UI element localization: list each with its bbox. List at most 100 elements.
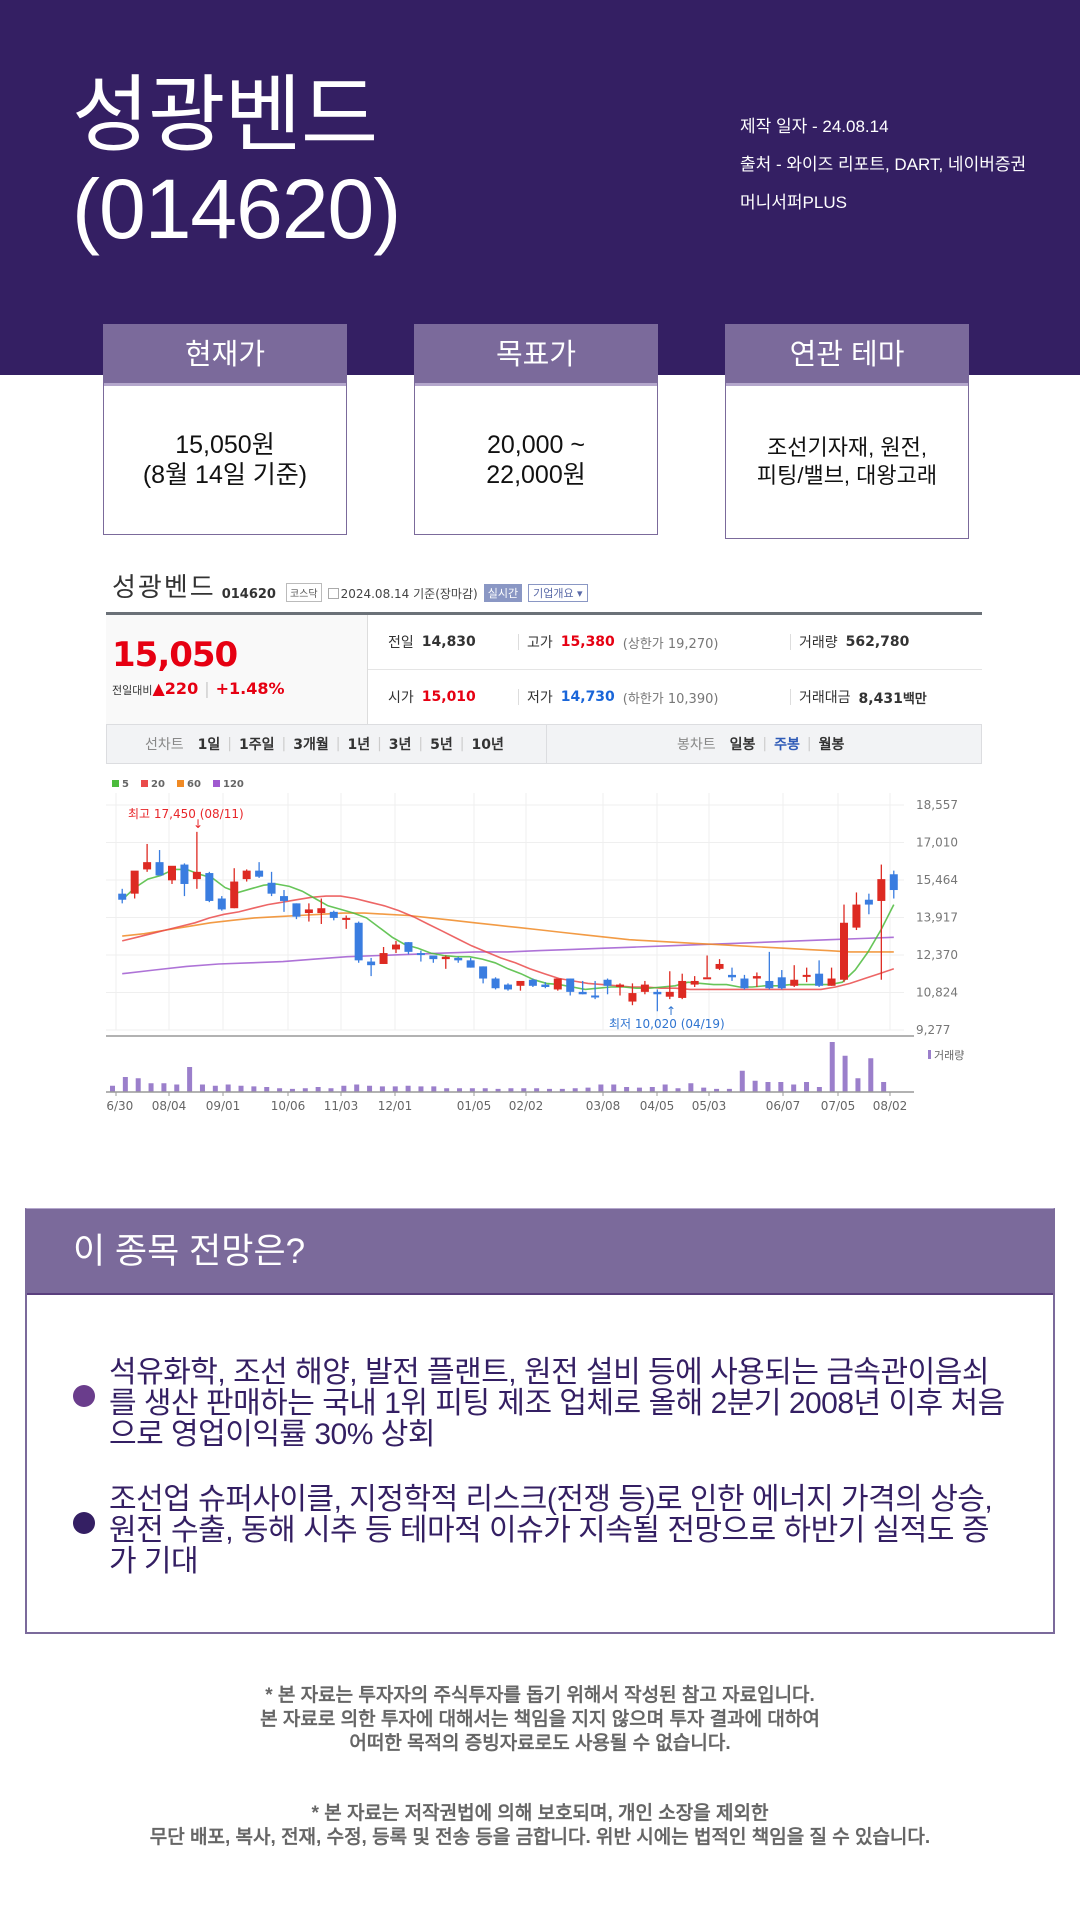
card-label: 연관 테마 — [726, 325, 968, 386]
copyright-notice: * 본 자료는 저작권법에 의해 보호되며, 개인 소장을 제외한 무단 배포,… — [149, 1803, 931, 1848]
line-period-5[interactable]: 5년 — [430, 737, 453, 753]
svg-text:07/05: 07/05 — [821, 1099, 856, 1113]
prev-close-value: 14,830 — [421, 634, 476, 650]
svg-text:08/02: 08/02 — [873, 1099, 908, 1113]
svg-text:20: 20 — [151, 779, 165, 790]
line-period-6[interactable]: 10년 — [471, 737, 504, 753]
related-theme-card: 연관 테마 조선기자재, 원전, 피팅/밸브, 대왕고래 — [725, 324, 969, 539]
svg-text:12/01: 12/01 — [378, 1099, 413, 1113]
change-percent: +1.48% — [215, 679, 285, 698]
realtime-button[interactable]: 실시간 — [483, 584, 523, 602]
divider: | — [806, 736, 812, 752]
divider: | — [377, 736, 382, 752]
trade-amount-value: 8,431백만 — [858, 690, 927, 707]
quote-details: 전일 14,830 고가 15,380 (상한가 19,270) 거래량 562,780… — [368, 615, 982, 724]
line-period-0[interactable]: 1일 — [197, 737, 221, 753]
svg-text:↑: ↑ — [666, 1004, 676, 1018]
outlook-panel: 이 종목 전망은? 석유화학, 조선 해양, 발전 플랜트, 원전 설비 등에 … — [25, 1208, 1055, 1634]
line-period-3[interactable]: 1년 — [347, 737, 371, 753]
svg-text:09/01: 09/01 — [206, 1099, 241, 1113]
upper-limit: (상한가 19,270) — [622, 636, 719, 652]
line-period-4[interactable]: 3년 — [388, 737, 412, 753]
company-code: (014620) — [72, 162, 401, 256]
svg-text:12,370: 12,370 — [916, 948, 958, 962]
open-label: 시가 — [388, 690, 414, 706]
card-label: 현재가 — [104, 325, 346, 386]
outlook-title: 이 종목 전망은? — [27, 1209, 1053, 1295]
svg-text:10/06: 10/06 — [271, 1099, 306, 1113]
trade-amount-label: 거래대금 — [799, 690, 851, 706]
svg-text:06/30: 06/30 — [106, 1099, 133, 1113]
svg-text:거래량: 거래량 — [934, 1049, 964, 1062]
line-chart-label: 선차트 — [145, 737, 184, 753]
card-label: 목표가 — [415, 325, 657, 386]
source: 출처 - 와이즈 리포트, DART, 네이버증권 — [740, 155, 1027, 174]
change-amount: 220 — [164, 679, 199, 698]
svg-text:06/07: 06/07 — [766, 1099, 801, 1113]
chart-canvas: 5 20 60 120 18,557 17,010 15,464 13,917 12,370 10… — [106, 779, 964, 1113]
candle-period-1[interactable]: 주봉 — [774, 737, 800, 753]
divider: | — [335, 736, 341, 752]
price-summary: 15,050 전일대비▲220 | +1.48% — [106, 615, 368, 724]
publisher: 머니서퍼PLUS — [740, 193, 847, 212]
low-value: 14,730 — [560, 689, 615, 705]
divider: | — [418, 736, 424, 752]
candle-chart-periods: 봉차트 일봉 | 주봉 | 월봉 — [547, 725, 981, 763]
svg-text:11/03: 11/03 — [324, 1099, 359, 1113]
prev-close-label: 전일 — [388, 635, 414, 651]
svg-text:05/03: 05/03 — [692, 1099, 727, 1113]
svg-text:9,277: 9,277 — [916, 1023, 950, 1037]
stock-quote-widget: 성광벤드 014620 코스닥 2024.08.14 기준(장마감) 실시간 기… — [106, 568, 982, 1158]
svg-text:02/02: 02/02 — [509, 1099, 544, 1113]
bullet-text: 석유화학, 조선 해양, 발전 플랜트, 원전 설비 등에 사용되는 금속관이음… — [109, 1356, 1005, 1451]
investment-disclaimer: * 본 자료는 투자자의 주식투자를 돕기 위해서 작성된 참고 자료입니다. … — [260, 1685, 820, 1754]
calendar-icon — [327, 588, 339, 599]
candle-period-0[interactable]: 일봉 — [729, 737, 756, 753]
volume-value: 562,780 — [845, 634, 910, 650]
high-value: 15,380 — [560, 634, 615, 650]
volume-label: 거래량 — [799, 635, 838, 651]
company-name: 성광벤드 — [72, 68, 378, 162]
high-label: 고가 — [527, 635, 553, 651]
svg-text:04/05: 04/05 — [640, 1099, 675, 1113]
stock-code: 014620 — [221, 587, 276, 602]
quote-date: 2024.08.14 기준(장마감) — [327, 585, 478, 602]
change-label: 전일대비 — [112, 684, 153, 697]
svg-text:18,557: 18,557 — [916, 798, 958, 812]
svg-text:17,010: 17,010 — [916, 836, 958, 850]
svg-text:01/05: 01/05 — [457, 1099, 492, 1113]
company-overview-dropdown[interactable]: 기업개요 ▾ — [528, 584, 588, 602]
svg-text:03/08: 03/08 — [586, 1099, 621, 1113]
card-value: 20,000 ~ 22,000원 — [486, 431, 586, 489]
bullet-dot-icon — [73, 1385, 95, 1407]
price-change: 전일대비▲220 | +1.48% — [112, 679, 285, 698]
candle-period-2[interactable]: 월봉 — [818, 737, 845, 753]
line-period-1[interactable]: 1주일 — [238, 737, 275, 753]
line-period-2[interactable]: 3개월 — [293, 737, 329, 753]
chart-period-bar: 선차트 1일 | 1주일 | 3개월 | 1년 | 3년 | 5년 | 10년 봉차트 일봉 | 주봉 | 월봉 — [106, 724, 982, 764]
divider: | — [762, 736, 768, 752]
quote-panel: 15,050 전일대비▲220 | +1.48% 전일 14,830 고가 15,380… — [106, 612, 982, 724]
page-title: 성광벤드 (014620) — [72, 68, 401, 256]
divider: | — [459, 736, 465, 752]
svg-text:↓: ↓ — [193, 817, 203, 831]
svg-text:60: 60 — [187, 779, 201, 790]
current-price-card: 현재가 15,050원 (8월 14일 기준) — [103, 324, 347, 535]
created-date: 제작 일자 - 24.08.14 — [740, 117, 889, 136]
card-value: 조선기자재, 원전, 피팅/밸브, 대왕고래 — [756, 435, 938, 488]
svg-text:5: 5 — [122, 779, 129, 790]
current-price: 15,050 — [112, 635, 238, 675]
hero-banner: 성광벤드 (014620) 제작 일자 - 24.08.14 출처 - 와이즈 … — [0, 0, 1080, 375]
svg-text:120: 120 — [223, 779, 244, 790]
outlook-bullet: 조선업 슈퍼사이클, 지정학적 리스크(전쟁 등)로 인한 에너지 가격의 상승… — [73, 1484, 1009, 1577]
target-price-card: 목표가 20,000 ~ 22,000원 — [414, 324, 658, 535]
candle-chart-label: 봉차트 — [677, 737, 716, 753]
report-meta: 제작 일자 - 24.08.14 출처 - 와이즈 리포트, DART, 네이버… — [740, 108, 1026, 222]
bullet-text: 조선업 슈퍼사이클, 지정학적 리스크(전쟁 등)로 인한 에너지 가격의 상승… — [109, 1483, 993, 1578]
divider: | — [281, 736, 287, 752]
card-value: 15,050원 (8월 14일 기준) — [142, 431, 308, 489]
svg-text:최고 17,450 (08/11): 최고 17,450 (08/11) — [128, 807, 244, 821]
svg-text:최저 10,020 (04/19): 최저 10,020 (04/19) — [609, 1017, 725, 1031]
date-suffix: 기준(장마감) — [413, 587, 478, 601]
svg-text:13,917: 13,917 — [916, 911, 958, 925]
